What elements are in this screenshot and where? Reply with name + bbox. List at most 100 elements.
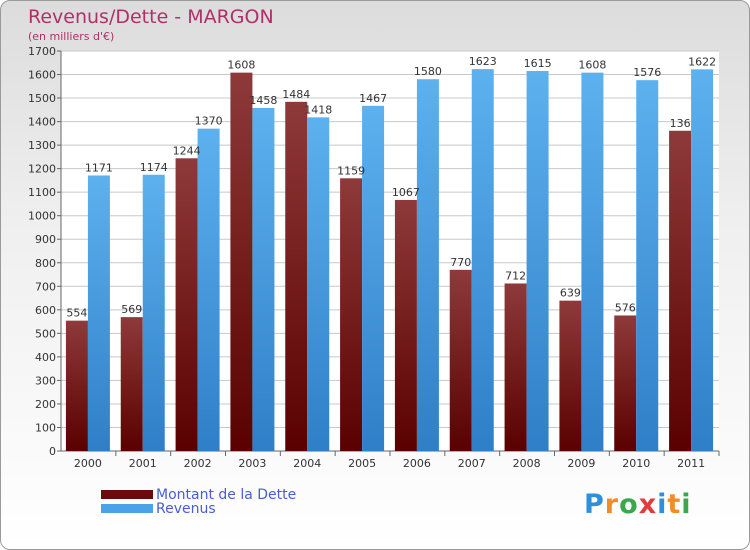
legend-label-revenus: Revenus: [156, 501, 216, 517]
brand-letter: P: [584, 489, 605, 520]
y-tick-label: 1600: [28, 69, 56, 82]
x-tick-label: 2007: [458, 457, 486, 470]
data-label: 1623: [469, 55, 497, 68]
y-tick-label: 100: [35, 421, 56, 434]
x-tick-label: 2011: [677, 457, 705, 470]
data-label: 576: [615, 301, 636, 314]
y-tick-label: 900: [35, 233, 56, 246]
data-label: 1580: [414, 65, 442, 78]
data-label: 554: [66, 307, 87, 320]
chart-subtitle: (en milliers d'€): [28, 30, 115, 43]
data-label: 569: [121, 303, 142, 316]
x-tick-label: 2008: [513, 457, 541, 470]
bar-dette: [340, 178, 363, 451]
x-tick-label: 2001: [129, 457, 157, 470]
data-label: 136: [670, 117, 691, 130]
bar-revenus: [471, 69, 494, 451]
data-label: 1576: [633, 66, 661, 79]
data-label: 1418: [304, 103, 332, 116]
bar-revenus: [142, 174, 165, 451]
bar-dette: [504, 283, 527, 451]
data-label: 1622: [688, 55, 716, 68]
data-label: 1615: [524, 57, 552, 70]
x-tick-label: 2003: [238, 457, 266, 470]
data-label: 1067: [392, 186, 420, 199]
x-tick-label: 2005: [348, 457, 376, 470]
data-label: 1244: [173, 144, 201, 157]
data-label: 1467: [359, 92, 387, 105]
bar-revenus: [691, 69, 714, 452]
legend-item-debt: Montant de la Dette: [101, 487, 361, 503]
x-tick-label: 2010: [622, 457, 650, 470]
y-tick-label: 1200: [28, 163, 56, 176]
data-label: 1174: [140, 161, 168, 174]
x-tick-label: 2000: [74, 457, 102, 470]
legend-swatch-revenus: [101, 504, 153, 513]
data-label: 1484: [282, 88, 310, 101]
brand-letter: i: [681, 489, 692, 520]
bar-dette: [175, 158, 198, 451]
data-label: 1608: [578, 59, 606, 72]
brand-letter: t: [667, 489, 682, 520]
plot-area: [61, 51, 719, 451]
y-tick-label: 0: [49, 445, 56, 458]
legend-item-revenus: Revenus: [101, 501, 361, 517]
bar-dette: [449, 269, 472, 451]
bar-dette: [394, 199, 417, 451]
y-tick-label: 1400: [28, 116, 56, 129]
y-tick-label: 200: [35, 398, 56, 411]
x-tick-label: 2009: [567, 457, 595, 470]
y-tick-label: 400: [35, 351, 56, 364]
data-label: 1171: [85, 161, 113, 174]
bar-revenus: [87, 175, 110, 451]
data-label: 770: [450, 256, 471, 269]
data-labels: 554 1171 569 1174 1244 1370 1608 1458 1484 1418 11…: [66, 55, 716, 320]
bar-revenus: [252, 107, 275, 452]
data-label: 639: [560, 287, 581, 300]
y-tick-label: 1700: [28, 45, 56, 58]
y-tick-label: 1500: [28, 92, 56, 105]
bars: [65, 69, 714, 452]
bar-revenus: [307, 117, 330, 452]
y-tick-label: 1300: [28, 139, 56, 152]
brand-letter: o: [619, 489, 639, 520]
bar-dette: [559, 300, 582, 451]
bar-dette: [285, 101, 308, 451]
brand-letter: i: [657, 489, 668, 520]
bar-dette: [120, 317, 143, 451]
y-tick-label: 600: [35, 304, 56, 317]
legend-swatch-debt: [101, 490, 153, 499]
data-label: 1159: [337, 164, 365, 177]
brand-logo: Proxiti: [584, 489, 692, 520]
grid-lines: [61, 50, 719, 452]
y-tick-label: 1000: [28, 210, 56, 223]
brand-letter: r: [604, 489, 620, 520]
bar-dette: [230, 72, 253, 451]
bar-revenus: [362, 105, 385, 451]
x-tick-label: 2006: [403, 457, 431, 470]
data-label: 712: [505, 269, 526, 282]
y-tick-label: 800: [35, 257, 56, 270]
bar-revenus: [416, 79, 439, 451]
y-tick-label: 700: [35, 280, 56, 293]
x-tick-label: 2002: [184, 457, 212, 470]
data-label: 1458: [249, 94, 277, 107]
chart-title: Revenus/Dette - MARGON: [28, 6, 274, 28]
axes: 0 100 200 300 400 500 600 700 800 900 1000 1100 1200…: [28, 45, 720, 470]
bar-dette: [65, 320, 88, 451]
bar-revenus: [526, 71, 549, 451]
data-label: 1370: [195, 115, 223, 128]
data-label: 1608: [227, 59, 255, 72]
brand-letter: x: [638, 489, 658, 520]
bar-dette: [669, 130, 692, 451]
y-tick-label: 1100: [28, 186, 56, 199]
x-tick-label: 2004: [293, 457, 321, 470]
bar-dette: [614, 315, 637, 451]
legend-label-debt: Montant de la Dette: [156, 487, 297, 503]
y-tick-label: 500: [35, 327, 56, 340]
bar-revenus: [197, 128, 220, 451]
y-tick-label: 300: [35, 374, 56, 387]
bar-revenus: [581, 72, 604, 451]
